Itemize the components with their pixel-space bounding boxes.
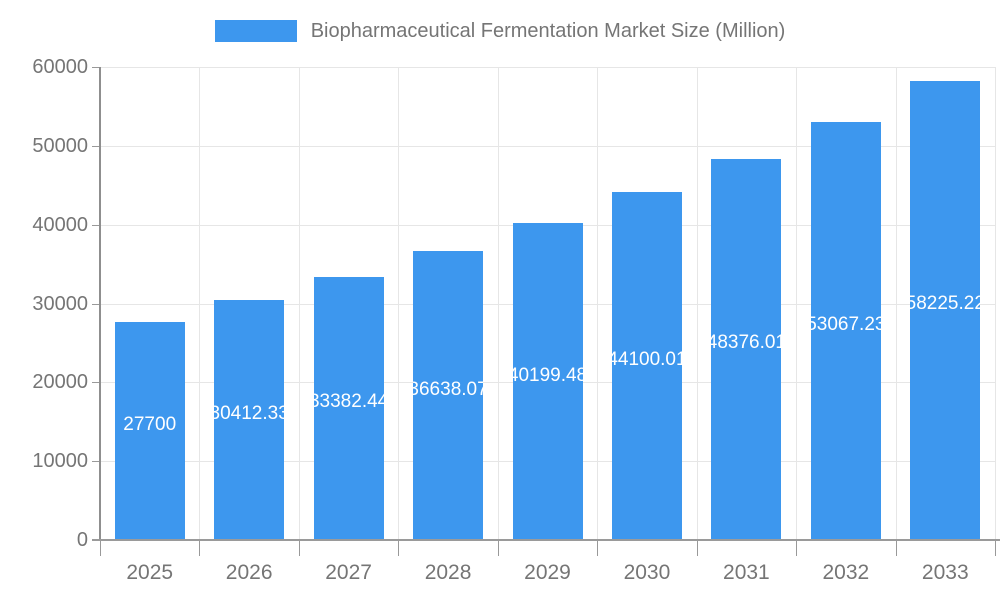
bar-value-label: 36638.07 [413, 378, 484, 400]
y-axis-tick [92, 67, 100, 68]
x-axis-tick-label: 2026 [225, 561, 273, 584]
x-axis-tick [100, 540, 101, 556]
y-axis-tick-label: 10000 [32, 450, 88, 473]
bar-2031[interactable]: 48376.01 [711, 158, 782, 540]
y-axis-tick [92, 382, 100, 384]
legend-label: Biopharmaceutical Fermentation Market Si… [310, 20, 786, 42]
bar-value-label: 40199.48 [512, 364, 583, 386]
bar-2027[interactable]: 33382.44 [313, 276, 384, 540]
bar-2033[interactable]: 58225.22 [910, 80, 981, 540]
x-axis-tick-label: 2031 [723, 561, 770, 584]
legend-item[interactable]: Biopharmaceutical Fermentation Market Si… [0, 18, 1000, 44]
grid-line-vertical [497, 67, 499, 540]
y-axis-tick-label: 60000 [32, 56, 88, 78]
grid-line-vertical [995, 67, 996, 540]
grid-line-vertical [398, 67, 400, 540]
y-axis-tick [92, 224, 100, 226]
y-axis-tick [92, 303, 100, 305]
y-axis-line [99, 67, 101, 540]
grid-line-vertical [796, 67, 798, 540]
grid-line-vertical [298, 67, 300, 540]
bar-2025[interactable]: 27700 [114, 321, 185, 540]
bar-2032[interactable]: 53067.23 [810, 121, 881, 540]
y-axis-tick-label: 50000 [32, 134, 88, 157]
x-axis-line [92, 539, 1000, 541]
bar-2029[interactable]: 40199.48 [512, 223, 583, 540]
y-axis-tick [92, 145, 100, 147]
bar-2030[interactable]: 44100.01 [611, 192, 682, 540]
y-axis-tick-label: 40000 [32, 213, 88, 236]
x-axis-tick [696, 540, 698, 556]
bar-value-label: 53067.23 [810, 313, 881, 335]
grid-line-horizontal [100, 67, 995, 68]
x-axis-tick-label: 2033 [921, 561, 969, 584]
grid-line-vertical [199, 67, 201, 540]
x-axis-tick-label: 2032 [822, 561, 870, 584]
y-axis-tick-label: 20000 [32, 371, 88, 394]
bar-value-label: 27700 [123, 413, 177, 435]
bar-value-label: 30412.33 [214, 403, 285, 425]
grid-line-vertical [696, 67, 698, 540]
x-axis-tick [298, 540, 300, 556]
y-axis-tick-label: 30000 [32, 292, 88, 315]
x-axis-tick [199, 540, 201, 556]
y-axis-tick-label: 0 [76, 529, 88, 551]
x-axis-tick [995, 540, 996, 556]
grid-line-horizontal [100, 145, 995, 147]
x-axis-tick [597, 540, 599, 556]
x-axis-tick [398, 540, 400, 556]
y-axis-tick [92, 461, 100, 463]
x-axis-tick-label: 2029 [524, 561, 571, 584]
x-axis-tick-label: 2028 [424, 561, 472, 584]
bar-value-label: 33382.44 [313, 391, 384, 413]
x-axis-tick-label: 2025 [126, 561, 174, 584]
x-axis-tick-label: 2030 [623, 561, 671, 584]
bar-2026[interactable]: 30412.33 [214, 300, 285, 540]
bar-value-label: 44100.01 [611, 349, 682, 371]
bar-value-label: 48376.01 [711, 332, 782, 354]
x-axis-tick [895, 540, 897, 556]
bar-value-label: 58225.22 [910, 293, 981, 315]
x-axis-tick [796, 540, 798, 556]
bar-2028[interactable]: 36638.07 [413, 251, 484, 540]
x-axis-tick-label: 2027 [325, 561, 372, 584]
legend-swatch-icon [214, 20, 297, 42]
grid-line-vertical [895, 67, 897, 540]
grid-line-vertical [597, 67, 599, 540]
x-axis-tick [497, 540, 499, 556]
